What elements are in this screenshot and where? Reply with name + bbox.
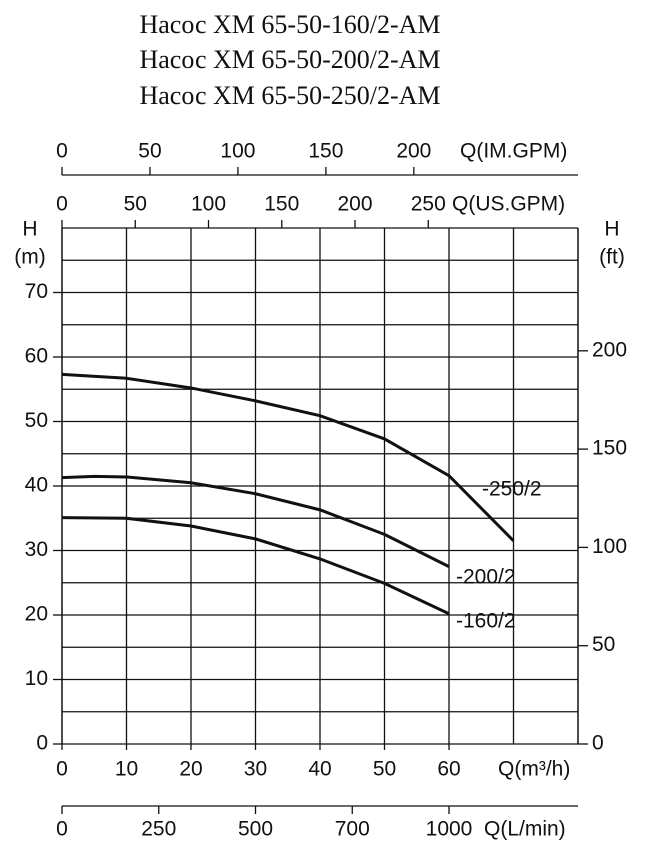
- y-tick-label: 50: [25, 409, 48, 432]
- x-axis-label: Q(m³/h): [498, 758, 570, 781]
- y-tick-label: 20: [25, 603, 48, 626]
- y2-tick-label: 200: [592, 338, 627, 361]
- chart-title: Насос XM 65-50-160/2-AM: [139, 10, 440, 39]
- chart-title: Насос XM 65-50-250/2-AM: [139, 81, 440, 110]
- y2-tick-label: 50: [592, 633, 615, 656]
- y-tick-label: 60: [25, 345, 48, 368]
- x-tick-label: 0: [56, 193, 68, 216]
- x-tick-label: 0: [56, 140, 68, 163]
- x-tick-label: 30: [244, 758, 267, 781]
- x-tick-label: 40: [308, 758, 331, 781]
- y-axis-label: (m): [14, 246, 45, 269]
- x-tick-label: 50: [373, 758, 396, 781]
- y2-tick-label: 100: [592, 535, 627, 558]
- curve: [61, 474, 450, 568]
- curve-label: -160/2: [456, 610, 516, 633]
- x-tick-label: 10: [115, 758, 138, 781]
- y-tick-label: 70: [25, 280, 48, 303]
- x-tick-label: 100: [220, 140, 255, 163]
- curve-label: -200/2: [456, 566, 516, 589]
- y-tick-label: 0: [36, 732, 48, 755]
- y-tick-label: 40: [25, 474, 48, 497]
- y-tick-label: 10: [25, 667, 48, 690]
- x-tick-label: 0: [56, 818, 68, 841]
- y-axis-label: H: [22, 218, 37, 241]
- y2-axis-label: (ft): [599, 246, 625, 269]
- curve: [61, 372, 515, 542]
- y2-tick-label: 150: [592, 437, 627, 460]
- y-tick-label: 30: [25, 538, 48, 561]
- x-tick-label: 200: [396, 140, 431, 163]
- x-tick-label: 250: [141, 818, 176, 841]
- x-tick-label: 200: [337, 193, 372, 216]
- y2-tick-label: 0: [592, 732, 604, 755]
- x-tick-label: 60: [437, 758, 460, 781]
- chart-title: Насос XM 65-50-200/2-AM: [139, 45, 440, 74]
- curve-label: -250/2: [482, 478, 542, 501]
- x-axis-label: Q(IM.GPM): [460, 140, 567, 163]
- curve: [61, 516, 450, 616]
- x-tick-label: 50: [124, 193, 147, 216]
- x-axis-label: Q(US.GPM): [452, 193, 565, 216]
- x-tick-label: 0: [56, 758, 68, 781]
- x-tick-label: 150: [264, 193, 299, 216]
- x-tick-label: 700: [335, 818, 370, 841]
- x-tick-label: 100: [191, 193, 226, 216]
- x-tick-label: 50: [138, 140, 161, 163]
- x-tick-label: 150: [308, 140, 343, 163]
- x-axis-label: Q(L/min): [484, 818, 566, 841]
- y2-axis-label: H: [604, 218, 619, 241]
- x-tick-label: 250: [411, 193, 446, 216]
- x-tick-label: 20: [179, 758, 202, 781]
- x-tick-label: 500: [238, 818, 273, 841]
- x-tick-label: 1000: [426, 818, 473, 841]
